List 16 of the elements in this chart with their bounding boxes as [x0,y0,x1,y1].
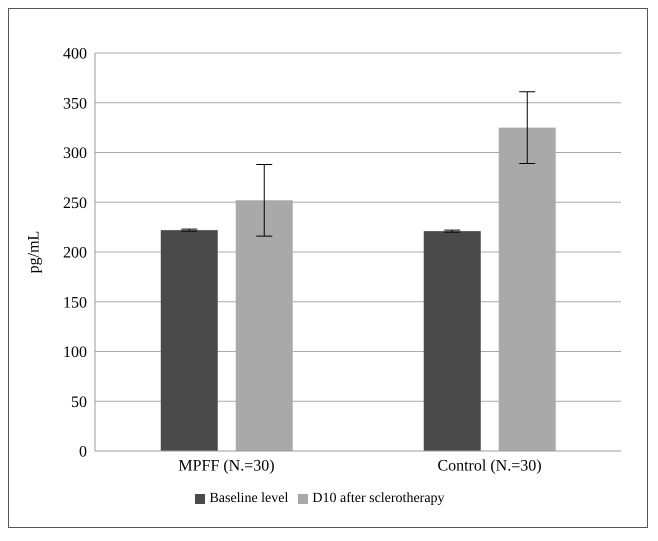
legend-label: D10 after sclerotherapy [312,491,445,506]
y-tick-label: 250 [63,194,87,212]
legend-label: Baseline level [209,491,288,506]
y-tick-label: 200 [63,244,87,262]
bar [424,231,481,451]
y-axis-title: pg/mL [26,230,43,274]
y-tick-label: 400 [63,46,87,63]
x-tick-label: MPFF (N.=30) [178,457,275,474]
y-tick-label: 300 [63,145,87,162]
y-tick-label: 350 [63,95,87,112]
y-tick-label: 50 [71,394,87,411]
y-tick-label: 0 [79,444,87,461]
y-tick-label: 100 [63,344,87,362]
bar [160,230,218,451]
x-tick-label: Control (N.=30) [437,457,542,474]
y-tick-label: 150 [63,294,87,312]
